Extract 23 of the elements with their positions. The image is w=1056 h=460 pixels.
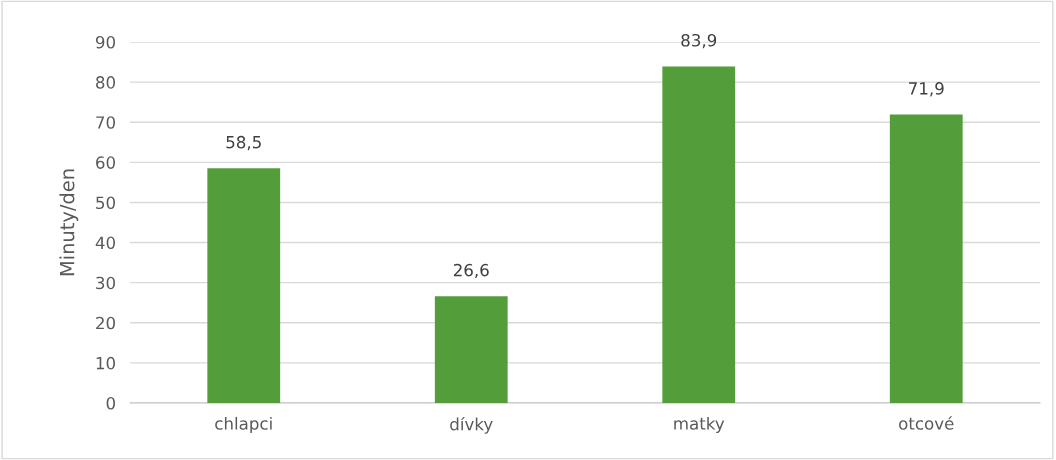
x-tick-label: matky [674, 416, 725, 434]
y-tick-label: 0 [106, 396, 115, 410]
bar [662, 66, 736, 403]
y-tick-label: 10 [96, 356, 115, 370]
bar [889, 114, 963, 403]
x-tick-label: dívky [450, 416, 493, 434]
x-tick-label: chlapci [215, 416, 272, 434]
y-tick-label: 60 [96, 156, 115, 169]
bar [207, 168, 281, 403]
y-tick-label: 70 [96, 116, 115, 129]
bar [434, 296, 508, 403]
y-tick-label: 40 [95, 236, 115, 250]
y-tick-label: 20 [96, 316, 115, 330]
y-tick-label: 90 [95, 35, 115, 49]
y-axis-title: Minuty/den [59, 169, 79, 276]
data-label: 58,5 [226, 135, 261, 151]
data-label: 71,9 [909, 82, 944, 97]
data-label: 26,6 [453, 263, 489, 279]
y-tick-label: 80 [96, 76, 115, 89]
y-tick-label: 30 [96, 276, 115, 290]
x-tick-label: otcové [899, 416, 954, 430]
data-label: 83,9 [681, 33, 717, 49]
y-tick-label: 50 [96, 196, 115, 210]
